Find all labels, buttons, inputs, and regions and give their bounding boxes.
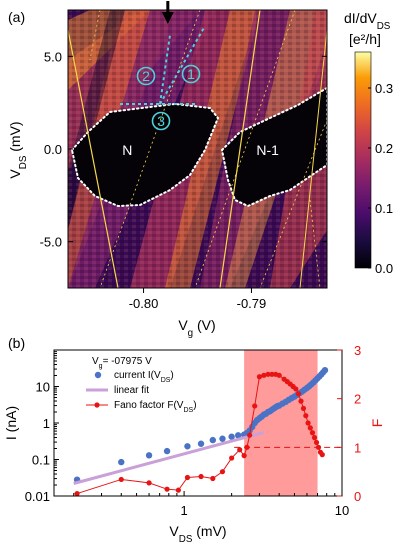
y2-tick-label: 1	[354, 440, 361, 455]
fano-point	[261, 372, 267, 378]
fano-point	[175, 487, 181, 493]
current-point	[228, 433, 235, 440]
y-tick-label: 0.0	[44, 142, 62, 157]
legend-marker	[94, 371, 102, 379]
x-axis-label: Vg (V)	[178, 317, 215, 339]
y-tick-label: 5.0	[44, 49, 62, 64]
fano-point	[315, 444, 322, 450]
current-point	[163, 447, 171, 455]
current-point	[184, 443, 191, 450]
arrow-down-icon	[161, 12, 174, 24]
fano-point	[311, 435, 318, 441]
y2-tick-label: 2	[354, 392, 361, 407]
y-tick-label: -5.0	[40, 235, 62, 250]
fano-point	[276, 372, 282, 378]
current-point	[118, 458, 125, 466]
annotation-circle-1	[181, 64, 201, 84]
region-label: N	[122, 142, 132, 158]
y-tick-label: 1	[43, 416, 50, 431]
x-tick-label: 1	[180, 503, 187, 518]
y-tick-label: 10	[36, 380, 50, 395]
region-label: N-1	[256, 142, 279, 158]
colorbar-tick-label: 0.1	[375, 201, 393, 216]
fano-point	[265, 371, 271, 377]
fano-point	[252, 403, 258, 409]
colorbar-tick-label: 0.0	[375, 261, 393, 276]
fano-point	[256, 374, 263, 380]
fano-point	[313, 439, 320, 446]
fano-point	[309, 430, 316, 436]
fano-point	[184, 474, 191, 481]
colorbar	[354, 51, 372, 269]
legend-label: current I(VDS)	[114, 370, 174, 384]
series-line	[73, 431, 265, 485]
heatmap-image	[68, 10, 327, 288]
fano-point	[164, 486, 170, 492]
fano-point	[319, 452, 325, 458]
panel-b-label: (b)	[8, 335, 25, 351]
fano-point	[74, 490, 80, 496]
fano-point	[293, 386, 299, 392]
fano-point	[118, 476, 124, 483]
fano-point	[295, 391, 302, 397]
fano-point	[237, 447, 243, 453]
diamond-n-minus-1	[222, 88, 327, 206]
x-tick-label: 10	[335, 503, 349, 518]
fano-point	[146, 480, 152, 486]
diamond-n	[72, 104, 218, 206]
fano-point	[219, 469, 226, 475]
y-axis-label: I (nA)	[3, 406, 19, 440]
colorbar-unit: [e²/h]	[349, 31, 381, 47]
annotation-number-3: 3	[157, 113, 165, 129]
fano-point	[307, 425, 313, 431]
current-point	[145, 452, 153, 459]
current-point	[197, 440, 205, 447]
legend-label: linear fit	[114, 385, 149, 396]
colorbar-tick-label: 0.3	[375, 81, 393, 96]
annotation-circle-2	[136, 66, 156, 86]
y-tick-label: 0.01	[25, 489, 50, 504]
annotation-text: Vg= -07975 V	[92, 356, 152, 370]
colorbar-tick-label: 0.2	[375, 141, 393, 156]
panel-a-label: (a)	[8, 9, 25, 25]
x-tick-label: -0.80	[129, 296, 159, 311]
annotation-circle-3	[151, 111, 171, 131]
fano-point	[210, 475, 216, 482]
annotation-number-1: 1	[187, 66, 195, 82]
legend-label: Fano factor F(VDS)	[114, 400, 197, 414]
fano-point	[198, 473, 204, 480]
fano-point	[247, 432, 253, 438]
fano-point	[303, 413, 309, 419]
current-point	[219, 435, 226, 442]
fano-point	[269, 371, 275, 377]
x-tick-label: -0.79	[237, 296, 267, 311]
x-axis-label: VDS (mV)	[169, 523, 226, 545]
y2-tick-label: 3	[354, 343, 361, 358]
fano-point	[300, 405, 307, 411]
colorbar-title: dI/dVDS	[344, 10, 391, 32]
annotation-number-2: 2	[142, 68, 150, 84]
y2-axis-label: F	[369, 419, 385, 428]
current-point	[321, 366, 329, 374]
y-tick-label: 0.1	[32, 453, 50, 468]
current-point	[234, 432, 242, 439]
fano-point	[305, 420, 311, 426]
fano-point	[229, 455, 235, 461]
fano-point	[241, 453, 247, 459]
y-axis-label: VDS (mV)	[7, 121, 29, 178]
current-point	[209, 436, 217, 444]
y2-tick-label: 0	[354, 489, 361, 504]
legend-marker	[94, 402, 100, 408]
fano-point	[298, 398, 304, 404]
fano-point	[244, 444, 250, 450]
